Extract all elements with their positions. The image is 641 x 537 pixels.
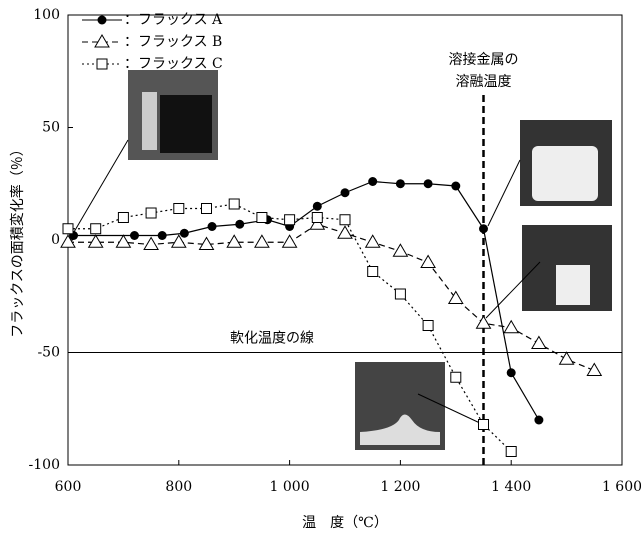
point	[449, 292, 463, 304]
inset-image	[160, 95, 212, 153]
point	[89, 235, 103, 247]
point	[451, 372, 461, 382]
point	[479, 420, 489, 430]
point	[587, 364, 601, 376]
point	[479, 224, 488, 233]
point	[229, 199, 239, 209]
legend-label: ：フラックス A	[124, 12, 223, 28]
chart: 温 度（℃） フラックスの面積変化率（％） 600 800 1 000 1 200 1 …	[0, 0, 641, 537]
point	[504, 321, 518, 333]
point	[423, 321, 433, 331]
point	[255, 235, 269, 247]
x-tick-label: 600	[55, 479, 82, 495]
point	[283, 235, 297, 247]
insets	[74, 70, 612, 450]
point	[393, 244, 407, 256]
point	[421, 256, 435, 268]
legend-marker	[95, 35, 109, 47]
point	[285, 215, 295, 225]
point	[477, 316, 491, 328]
legend-marker	[98, 16, 107, 25]
y-tick-label: -50	[37, 345, 60, 361]
softening-label: 軟化温度の線	[230, 331, 314, 347]
point	[451, 182, 460, 191]
melting-label: 溶融温度	[456, 74, 512, 90]
point	[257, 213, 267, 223]
point	[560, 352, 574, 364]
legend-label: ：フラックス B	[124, 34, 222, 50]
point	[532, 337, 546, 349]
point	[116, 235, 130, 247]
point	[144, 238, 158, 250]
legend-marker	[97, 59, 107, 69]
legend-label: ：フラックス C	[124, 56, 223, 72]
y-tick-label: 0	[51, 232, 60, 248]
x-tick-label: 1 000	[270, 479, 310, 495]
x-axis-label: 温 度（℃）	[302, 515, 388, 531]
point	[338, 226, 352, 238]
series-line	[74, 182, 539, 421]
point	[368, 267, 378, 277]
arrow	[488, 160, 520, 226]
point	[174, 204, 184, 214]
x-tick-label: 1 600	[602, 479, 641, 495]
point	[534, 416, 543, 425]
y-tick-label: -100	[29, 457, 60, 473]
point	[208, 222, 217, 231]
x-tick-label: 800	[165, 479, 192, 495]
point	[506, 447, 516, 457]
point	[312, 213, 322, 223]
point	[340, 215, 350, 225]
inset-image	[556, 265, 590, 305]
melting-label: 溶接金属の	[449, 51, 519, 68]
point	[227, 235, 241, 247]
point	[341, 188, 350, 197]
point	[130, 231, 139, 240]
point	[202, 204, 212, 214]
series	[61, 217, 601, 375]
point	[118, 213, 128, 223]
x-tick-label: 1 400	[491, 479, 531, 495]
point	[158, 231, 167, 240]
inset-image	[142, 92, 157, 150]
point	[368, 177, 377, 186]
y-tick-label: 100	[33, 7, 60, 23]
point	[395, 289, 405, 299]
point	[507, 368, 516, 377]
point	[396, 179, 405, 188]
series	[69, 177, 543, 425]
y-tick-label: 50	[42, 120, 60, 136]
point	[91, 224, 101, 234]
point	[235, 220, 244, 229]
inset-image	[532, 146, 598, 201]
point	[424, 179, 433, 188]
point	[146, 208, 156, 218]
point	[63, 224, 73, 234]
page: {"chart_data": {"type": "line", "xlabel"…	[0, 0, 641, 537]
y-axis-label: フラックスの面積変化率（％）	[9, 142, 26, 338]
x-tick-label: 1 200	[380, 479, 420, 495]
point	[366, 235, 380, 247]
point	[180, 229, 189, 238]
point	[313, 202, 322, 211]
